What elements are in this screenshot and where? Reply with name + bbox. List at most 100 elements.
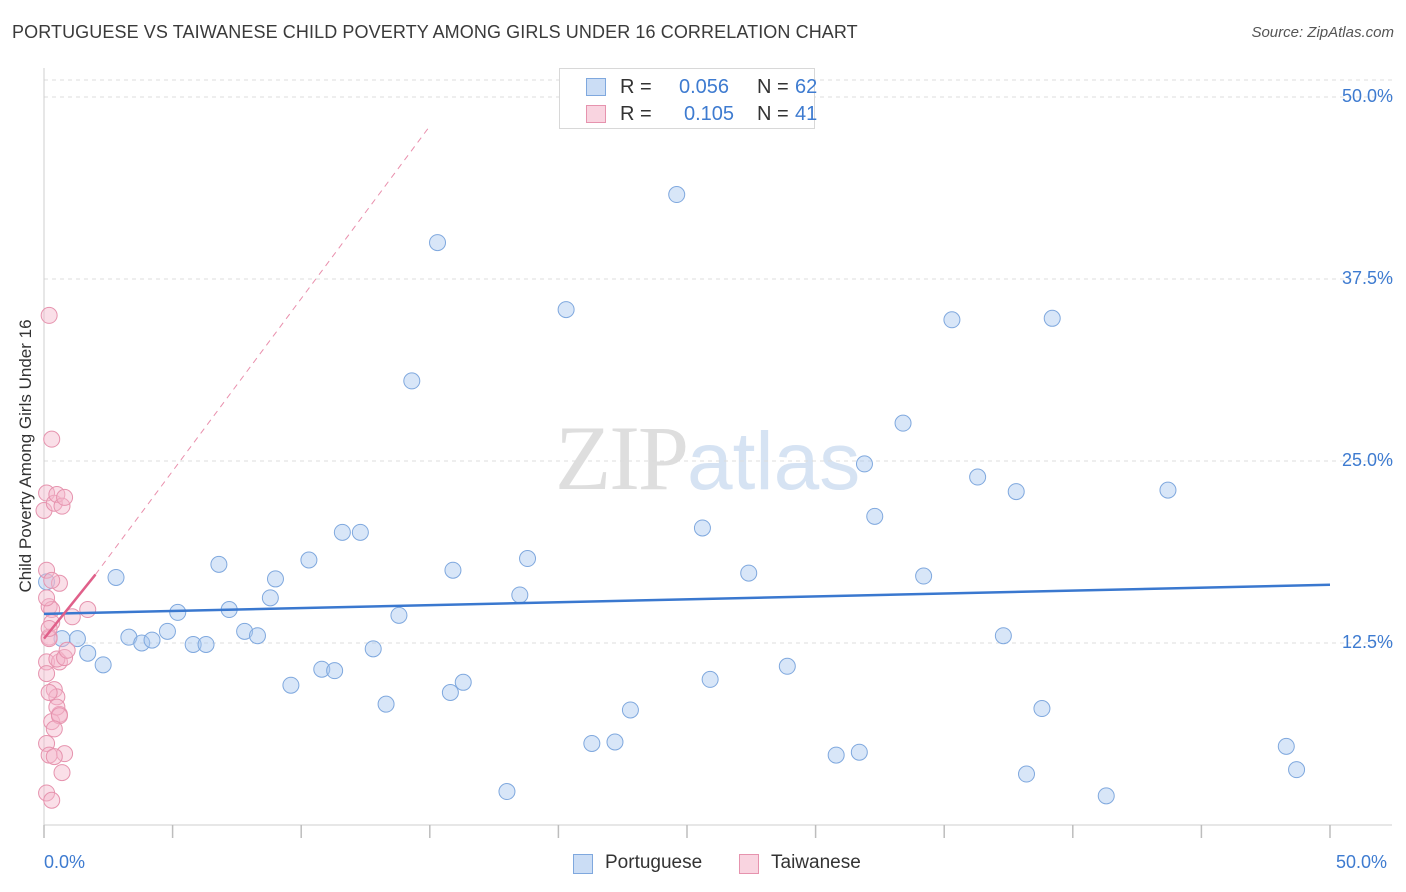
portuguese-trendline <box>43 583 1331 616</box>
r-value: 0.056 <box>679 76 730 98</box>
portuguese-point <box>606 733 624 751</box>
portuguese-point <box>915 567 933 585</box>
taiwanese-point <box>38 653 56 671</box>
portuguese-point <box>364 640 382 658</box>
n-label: N = <box>757 76 789 98</box>
portuguese-point <box>1018 765 1036 783</box>
portuguese-point <box>68 630 86 648</box>
taiwanese-point <box>79 601 97 619</box>
portuguese-point <box>778 657 796 675</box>
portuguese-point <box>994 627 1012 645</box>
portuguese-point <box>184 635 202 653</box>
taiwanese-point <box>38 665 56 683</box>
portuguese-point <box>1288 761 1306 779</box>
portuguese-point <box>894 414 912 432</box>
chart-title: PORTUGUESE VS TAIWANESE CHILD POVERTY AM… <box>12 22 858 42</box>
portuguese-point <box>313 660 331 678</box>
portuguese-point <box>943 311 961 329</box>
n-label: N = <box>757 103 789 125</box>
portuguese-point <box>158 622 176 640</box>
n-value: 41 <box>795 103 818 125</box>
stats-box: R = 0.056 N = 62 R = 0.105 N = 41 <box>559 68 818 129</box>
portuguese-point <box>444 561 462 579</box>
portuguese-point <box>169 603 187 621</box>
taiwanese-point <box>45 748 63 766</box>
portuguese-point <box>850 743 868 761</box>
portuguese-point <box>511 586 529 604</box>
portuguese-point <box>377 695 395 713</box>
watermark-zip: ZIP <box>555 407 689 509</box>
portuguese-point <box>701 670 719 688</box>
taiwanese-point <box>38 589 56 607</box>
r-label: R = <box>620 103 652 125</box>
taiwanese-point <box>43 791 61 809</box>
y-tick-label: 50.0% <box>1341 86 1393 106</box>
taiwanese-legend-swatch <box>739 854 759 874</box>
taiwanese-point <box>58 641 76 659</box>
taiwanese-point <box>43 571 61 589</box>
portuguese-point <box>668 186 686 204</box>
portuguese-point <box>557 301 575 319</box>
x-tick-label-min: 0.0% <box>44 852 86 872</box>
portuguese-point <box>969 468 987 486</box>
portuguese-swatch <box>586 78 606 96</box>
r-value: 0.105 <box>684 103 735 125</box>
taiwanese-point <box>40 619 58 637</box>
x-tick-label-max: 50.0% <box>1336 852 1388 872</box>
portuguese-point <box>441 684 459 702</box>
legend-label: Portuguese <box>605 852 703 873</box>
portuguese-point <box>1159 481 1177 499</box>
y-tick-label: 37.5% <box>1341 268 1393 288</box>
taiwanese-trendline-extension <box>95 125 431 575</box>
portuguese-point <box>429 234 447 252</box>
taiwanese-point <box>43 430 61 448</box>
portuguese-point <box>79 644 97 662</box>
portuguese-point <box>133 634 151 652</box>
portuguese-point <box>94 656 112 674</box>
portuguese-point <box>210 555 228 573</box>
portuguese-point <box>1033 700 1051 718</box>
y-tick-label: 12.5% <box>1341 632 1393 652</box>
n-value: 62 <box>795 76 818 98</box>
portuguese-point <box>583 734 601 752</box>
portuguese-point <box>866 507 884 525</box>
taiwanese-point <box>38 561 56 579</box>
portuguese-point <box>197 635 215 653</box>
portuguese-point <box>740 564 758 582</box>
portuguese-point <box>236 622 254 640</box>
source-label: Source: ZipAtlas.com <box>1251 24 1394 41</box>
portuguese-point <box>454 673 472 691</box>
taiwanese-trendline <box>43 573 97 640</box>
portuguese-point <box>855 455 873 473</box>
taiwanese-point <box>56 488 74 506</box>
portuguese-point <box>1277 737 1295 755</box>
portuguese-point <box>827 746 845 764</box>
y-tick-label: 25.0% <box>1341 450 1393 470</box>
portuguese-point <box>621 701 639 719</box>
legend: Portuguese Taiwanese <box>0 852 1406 878</box>
portuguese-point <box>261 589 279 607</box>
taiwanese-point <box>50 707 68 725</box>
taiwanese-point <box>45 720 63 738</box>
portuguese-point <box>282 676 300 694</box>
portuguese-point <box>1097 787 1115 805</box>
taiwanese-point <box>48 688 66 706</box>
portuguese-point <box>107 568 125 586</box>
portuguese-point <box>498 783 516 801</box>
portuguese-legend-swatch <box>573 854 593 874</box>
portuguese-point <box>300 551 318 569</box>
portuguese-point <box>326 662 344 680</box>
portuguese-point <box>351 523 369 541</box>
portuguese-point <box>693 519 711 537</box>
taiwanese-point <box>56 745 74 763</box>
taiwanese-point <box>40 306 58 324</box>
legend-label: Taiwanese <box>771 852 861 873</box>
portuguese-point <box>403 372 421 390</box>
portuguese-point <box>1043 309 1061 327</box>
portuguese-point <box>143 631 161 649</box>
portuguese-point <box>519 550 537 568</box>
portuguese-point <box>248 627 266 645</box>
portuguese-point <box>1007 483 1025 501</box>
portuguese-point <box>333 523 351 541</box>
